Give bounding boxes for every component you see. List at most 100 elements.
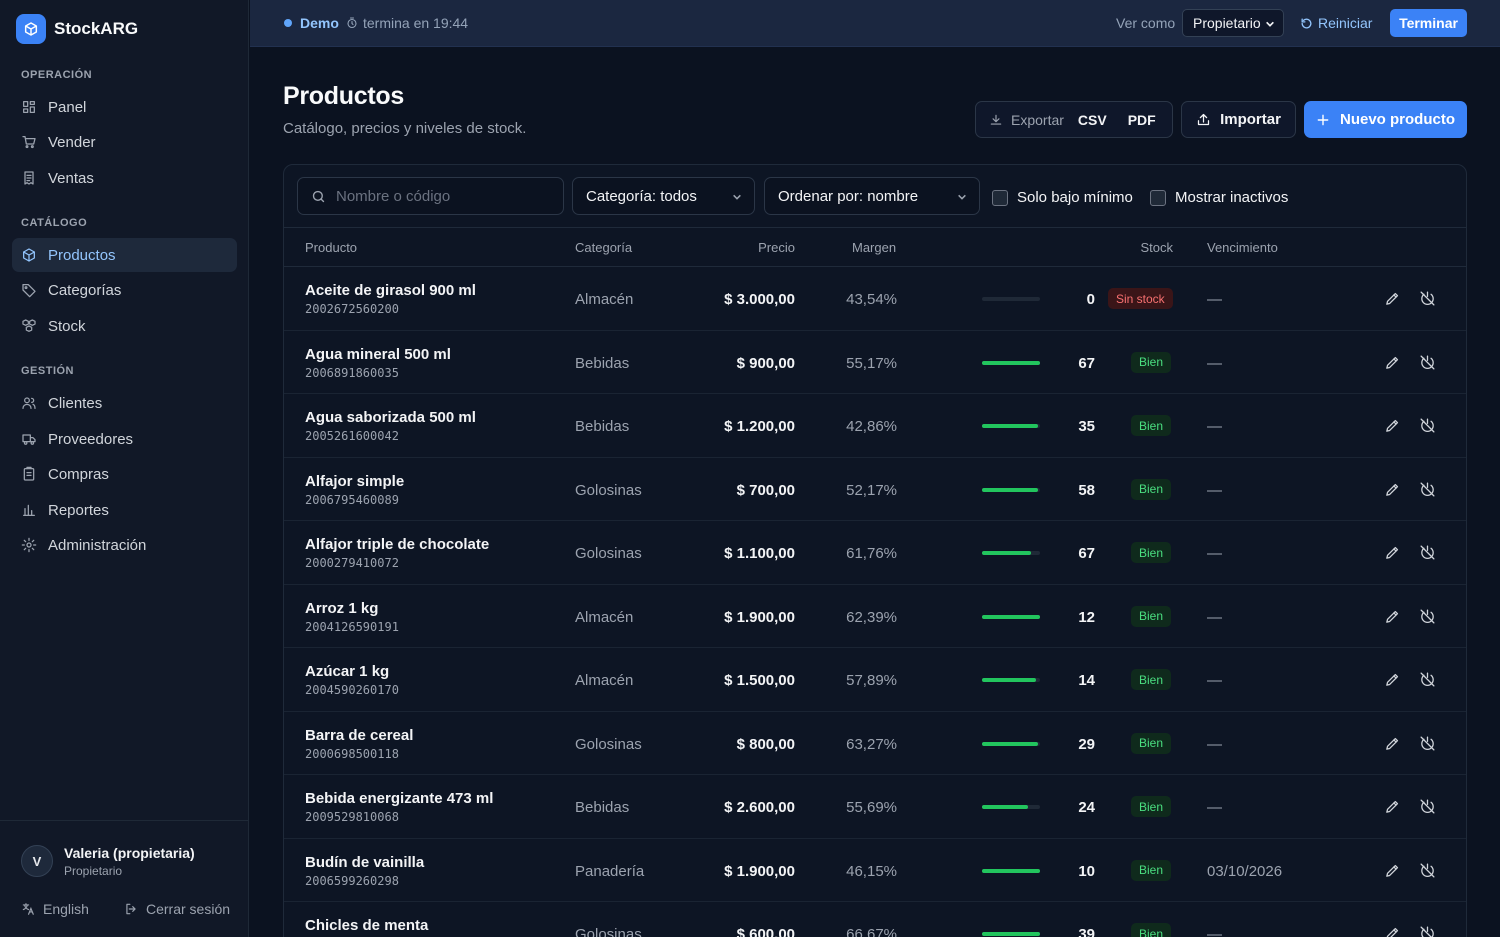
checkbox-box[interactable] xyxy=(1150,189,1166,206)
box-icon xyxy=(23,248,35,262)
deactivate-icon[interactable] xyxy=(1419,290,1436,307)
avatar[interactable]: V xyxy=(21,845,53,877)
deactivate-icon[interactable] xyxy=(1419,354,1436,371)
sidebar-item-categorias[interactable]: Categorías xyxy=(12,273,237,307)
deactivate-icon[interactable] xyxy=(1419,544,1436,561)
header-expiry[interactable]: Vencimiento xyxy=(1207,240,1278,255)
logout-button[interactable]: Cerrar sesión xyxy=(124,901,230,917)
table-row[interactable]: Agua saborizada 500 ml 2005261600042 Bebid… xyxy=(284,394,1466,458)
table-row[interactable]: Bebida energizante 473 ml 2009529810068 Be… xyxy=(284,775,1466,839)
header-margin[interactable]: Margen xyxy=(852,240,897,255)
product-expiry: — xyxy=(1207,418,1222,435)
language-button[interactable]: English xyxy=(21,901,89,917)
product-expiry: — xyxy=(1207,608,1222,626)
download-icon xyxy=(990,114,1002,125)
stock-level-fill xyxy=(982,805,1029,809)
sidebar-item-ventas[interactable]: Ventas xyxy=(12,161,237,195)
sidebar-item-label: Reportes xyxy=(48,501,109,519)
category-select[interactable]: Categoría: todos xyxy=(572,177,755,215)
page-subtitle: Catálogo, precios y niveles de stock. xyxy=(283,120,527,137)
deactivate-icon[interactable] xyxy=(1419,735,1436,752)
box-logo-icon xyxy=(16,14,46,44)
edit-icon[interactable] xyxy=(1384,862,1401,879)
demo-status-dot xyxy=(284,19,292,27)
export-csv-button[interactable]: CSV xyxy=(1077,111,1107,128)
deactivate-icon[interactable] xyxy=(1419,417,1436,434)
sidebar-item-label: Panel xyxy=(48,98,87,116)
status-badge: Bien xyxy=(1131,605,1172,627)
sidebar-item-compras[interactable]: Compras xyxy=(12,457,237,491)
sidebar-item-proveedores[interactable]: Proveedores xyxy=(12,422,237,456)
product-price: $ 800,00 xyxy=(736,735,795,753)
deactivate-icon[interactable] xyxy=(1419,608,1436,625)
checkbox-box[interactable] xyxy=(992,189,1008,206)
deactivate-icon[interactable] xyxy=(1419,798,1436,815)
header-price[interactable]: Precio xyxy=(758,240,795,255)
edit-icon[interactable] xyxy=(1384,354,1401,371)
product-category: Almacén xyxy=(575,672,634,689)
sidebar-item-stock[interactable]: Stock xyxy=(12,309,237,343)
product-code: 2009529810068 xyxy=(305,810,399,824)
product-name: Agua mineral 500 ml xyxy=(305,345,451,363)
edit-icon[interactable] xyxy=(1384,481,1401,498)
dashboard-icon xyxy=(23,101,35,113)
users-icon xyxy=(22,397,36,409)
table-row[interactable]: Agua mineral 500 ml 2006891860035 Bebidas $… xyxy=(284,331,1466,394)
product-code: 2006795460089 xyxy=(305,492,399,507)
sidebar-item-clientes[interactable]: Clientes xyxy=(12,386,237,420)
sidebar-item-productos[interactable]: Productos xyxy=(12,238,237,272)
deactivate-icon[interactable] xyxy=(1419,671,1436,688)
product-expiry: — xyxy=(1207,735,1222,753)
edit-icon[interactable] xyxy=(1384,925,1401,937)
product-price: $ 3.000,00 xyxy=(724,291,795,308)
product-category: Golosinas xyxy=(575,926,642,937)
search-input[interactable]: Nombre o código xyxy=(297,177,564,215)
sidebar-item-administracion[interactable]: Administración xyxy=(12,528,237,562)
sidebar-item-label: Administración xyxy=(48,536,147,554)
new-product-button[interactable]: Nuevo producto xyxy=(1304,101,1467,138)
sidebar-item-panel[interactable]: Panel xyxy=(12,90,237,124)
edit-icon[interactable] xyxy=(1384,290,1401,307)
table-row[interactable]: Alfajor simple 2006795460089 Golosinas $ 70… xyxy=(284,458,1466,521)
table-row[interactable]: Alfajor triple de chocolate 2000279410072… xyxy=(284,521,1466,585)
edit-icon[interactable] xyxy=(1384,544,1401,561)
edit-icon[interactable] xyxy=(1384,735,1401,752)
sort-select[interactable]: Ordenar por: nombre xyxy=(764,177,980,215)
status-badge: Bien xyxy=(1131,478,1172,500)
product-expiry: — xyxy=(1207,481,1222,499)
deactivate-icon[interactable] xyxy=(1419,481,1436,498)
end-demo-button[interactable]: Terminar xyxy=(1390,9,1467,37)
product-expiry: — xyxy=(1207,799,1222,816)
export-pdf-button[interactable]: PDF xyxy=(1127,111,1156,128)
table-row[interactable]: Barra de cereal 2000698500118 Golosinas $ 8… xyxy=(284,712,1466,775)
export-label: Exportar xyxy=(989,112,1064,128)
header-product[interactable]: Producto xyxy=(305,240,358,255)
table-row[interactable]: Arroz 1 kg 2004126590191 Almacén $ 1.900,00… xyxy=(284,585,1466,648)
table-row[interactable]: Azúcar 1 kg 2004590260170 Almacén $ 1.500,0… xyxy=(284,648,1466,712)
table-row[interactable]: Aceite de girasol 900 ml 2002672560200 Alm… xyxy=(284,267,1466,331)
edit-icon[interactable] xyxy=(1384,798,1401,815)
product-expiry: — xyxy=(1207,926,1222,937)
sidebar-item-reportes[interactable]: Reportes xyxy=(12,493,237,527)
brand[interactable]: StockARG xyxy=(16,14,138,44)
header-stock[interactable]: Stock xyxy=(1140,240,1173,255)
show-inactive-checkbox[interactable]: Mostrar inactivos xyxy=(1150,189,1288,206)
sidebar-item-vender[interactable]: Vender xyxy=(12,125,237,159)
sort-select-value: Ordenar por: nombre xyxy=(778,187,919,205)
deactivate-icon[interactable] xyxy=(1419,862,1436,879)
demo-label: Demo xyxy=(300,15,339,31)
table-row[interactable]: Budín de vainilla 2006599260298 Panadería $… xyxy=(284,839,1466,902)
edit-icon[interactable] xyxy=(1384,608,1401,625)
table-row[interactable]: Chicles de menta2003018470131Golosinas$ … xyxy=(284,902,1466,937)
product-name: Bebida energizante 473 ml xyxy=(305,790,494,807)
table-body: Aceite de girasol 900 ml 2002672560200 Alm… xyxy=(284,267,1466,937)
edit-icon[interactable] xyxy=(1384,671,1401,688)
import-button[interactable]: Importar xyxy=(1181,101,1296,138)
deactivate-icon[interactable] xyxy=(1419,925,1436,937)
reset-button[interactable]: Reiniciar xyxy=(1300,15,1372,31)
edit-icon[interactable] xyxy=(1384,417,1401,434)
low-stock-checkbox[interactable]: Solo bajo mínimo xyxy=(992,189,1133,206)
view-as-select[interactable]: Propietario xyxy=(1182,9,1284,37)
header-category[interactable]: Categoría xyxy=(575,240,633,255)
user-name: Valeria (propietaria) xyxy=(64,845,195,861)
